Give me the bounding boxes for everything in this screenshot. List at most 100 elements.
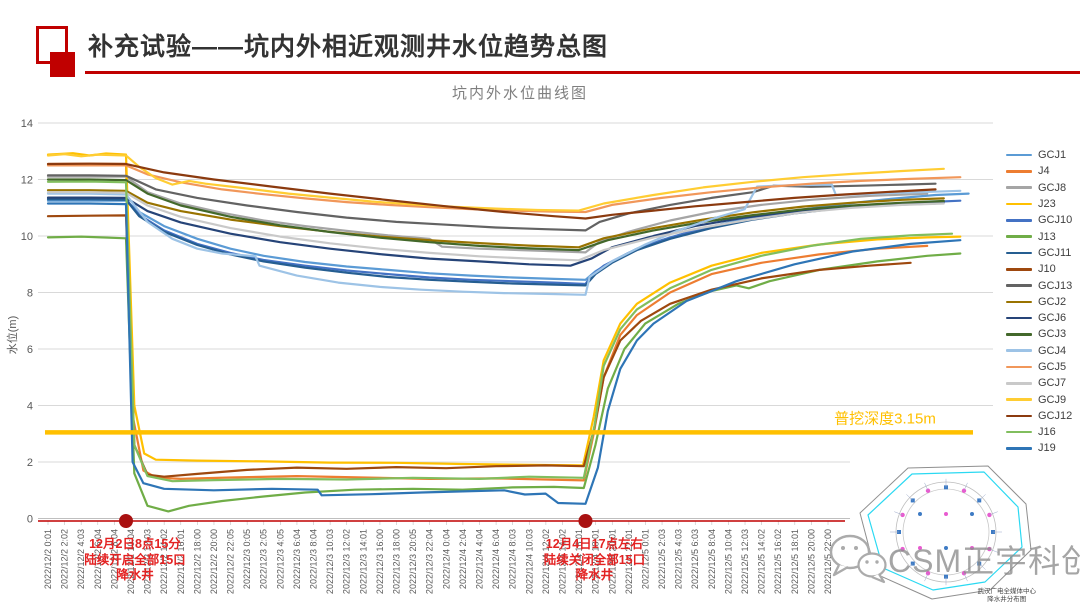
legend-label: GCJ8 (1038, 181, 1067, 194)
legend-label: GCJ6 (1038, 312, 1067, 325)
x-tick-label: 2022/12/3 20:05 (408, 529, 418, 594)
well-marker-leader (979, 563, 986, 570)
x-tick-label: 2022/12/3 0:05 (242, 529, 252, 589)
well-marker-inner (918, 512, 922, 516)
legend-item-GCJ10: GCJ10 (1006, 212, 1072, 228)
legend-label: GCJ10 (1038, 214, 1073, 227)
legend-swatch (1006, 186, 1032, 190)
x-tick-label: 2022/12/4 6:04 (491, 529, 501, 589)
series-line-J10 (46, 214, 912, 478)
legend-label: GCJ5 (1038, 361, 1067, 373)
well-marker-leader (906, 563, 913, 570)
series-line-GCJ12 (46, 162, 937, 220)
well-markers (890, 478, 1002, 586)
x-tick-label: 2022/12/3 10:03 (325, 529, 335, 594)
x-tick-label: 2022/12/5 14:02 (757, 529, 767, 594)
y-tick-label: 4 (27, 401, 33, 413)
x-tick-label: 2022/12/5 20:00 (806, 529, 816, 594)
well-marker-leader (894, 511, 903, 516)
x-tick-label: 2022/12/2 18:00 (192, 529, 202, 594)
legend-label: GCJ3 (1038, 328, 1067, 341)
y-tick-label: 14 (21, 118, 33, 130)
series-line-J19 (46, 202, 962, 505)
inset-caption: 武汉广电全媒体中心 降水井分布图 (978, 588, 1037, 603)
legend-swatch (1006, 170, 1032, 173)
legend-swatch (1006, 316, 1032, 320)
legend-item-GCJ1: GCJ1 (1006, 147, 1072, 163)
event-marker-dot (578, 514, 593, 528)
y-tick-label: 0 (27, 514, 33, 526)
x-tick-label: 2022/12/3 18:00 (392, 529, 402, 594)
well-marker-leader (963, 573, 968, 582)
legend-swatch (1006, 382, 1032, 385)
legend-swatch (1006, 202, 1032, 206)
legend-swatch (1006, 300, 1032, 304)
legend-label: J19 (1038, 442, 1056, 455)
x-tick-label: 2022/12/4 16:01 (574, 529, 584, 594)
legend-item-GCJ11: GCJ11 (1006, 245, 1072, 261)
well-marker-leader (989, 511, 998, 516)
legend-label: GCJ4 (1038, 344, 1067, 357)
legend-item-GCJ13: GCJ13 (1006, 277, 1072, 293)
legend-item-GCJ3: GCJ3 (1006, 326, 1072, 342)
legend-item-GCJ4: GCJ4 (1006, 343, 1072, 359)
legend-item-GCJ12: GCJ12 (1006, 408, 1072, 424)
y-axis-title: 水位(m) (5, 316, 19, 355)
x-tick-label: 2022/12/3 8:04 (309, 529, 319, 589)
series-line-GCJ8 (46, 175, 929, 254)
legend-item-J13: J13 (1006, 228, 1072, 244)
legend-swatch (1006, 398, 1032, 401)
well-marker-blue (910, 561, 915, 566)
y-tick-label: 12 (21, 175, 33, 187)
y-tick-label: 2 (27, 457, 33, 469)
x-tick-label: 2022/12/4 22:01 (624, 529, 634, 594)
legend-label: GCJ12 (1038, 409, 1073, 422)
legend-item-GCJ2: GCJ2 (1006, 294, 1072, 310)
well-marker-magenta (900, 512, 905, 518)
x-tick-label: 2022/12/4 2:04 (458, 529, 468, 589)
well-marker-leader (963, 482, 968, 491)
legend-swatch (1006, 349, 1032, 352)
x-tick-label: 2022/12/3 12:02 (342, 529, 352, 594)
y-tick-label: 6 (27, 344, 33, 356)
well-marker-blue (977, 561, 982, 566)
x-tick-label: 2022/12/2 22:05 (226, 529, 236, 594)
x-tick-label: 2022/12/5 16:02 (773, 529, 783, 594)
x-tick-label: 2022/12/4 10:03 (524, 529, 534, 594)
x-tick-label: 2022/12/2 12:03 (143, 529, 153, 594)
well-marker-leader (989, 548, 998, 553)
well-marker-magenta (925, 571, 931, 576)
legend-swatch (1006, 430, 1032, 434)
x-tick-label: 2022/12/5 10:04 (723, 529, 733, 594)
well-marker-leader (924, 482, 929, 491)
x-tick-label: 2022/12/5 8:04 (707, 529, 717, 589)
legend-swatch (1006, 235, 1032, 238)
legend-label: GCJ1 (1038, 149, 1067, 162)
legend-item-GCJ5: GCJ5 (1006, 359, 1072, 375)
inset-caption-line2: 降水井分布图 (987, 595, 1027, 603)
well-marker-inner (944, 546, 948, 550)
legend-item-GCJ9: GCJ9 (1006, 391, 1072, 407)
well-marker-blue (910, 498, 915, 503)
x-tick-label: 2022/12/5 18:01 (790, 529, 800, 594)
x-tick-label: 2022/12/2 0:01 (43, 529, 53, 589)
well-marker-inner (918, 546, 922, 550)
legend-label: J23 (1038, 198, 1056, 211)
legend-label: GCJ13 (1038, 279, 1073, 292)
chart-legend: GCJ1 J4 GCJ8 J23 GCJ10 J13 GCJ11 J10 GCJ13 GCJ2 GC… (1006, 147, 1072, 457)
x-tick-label: 2022/12/3 22:04 (425, 529, 435, 594)
legend-label: GCJ11 (1038, 246, 1072, 259)
x-tick-label: 2022/12/5 2:03 (657, 529, 667, 589)
legend-label: GCJ7 (1038, 377, 1067, 390)
legend-item-J4: J4 (1006, 163, 1072, 179)
well-marker-leader (979, 494, 986, 501)
legend-label: J10 (1038, 263, 1056, 276)
y-tick-label: 10 (21, 231, 33, 243)
x-tick-label: 2022/12/2 6:04 (93, 529, 103, 589)
x-tick-label: 2022/12/4 18:01 (591, 529, 601, 594)
x-tick-label: 2022/12/5 22:00 (823, 529, 833, 594)
legend-label: GCJ2 (1038, 295, 1067, 308)
legend-label: J13 (1038, 230, 1056, 243)
legend-swatch (1006, 447, 1032, 450)
legend-label: GCJ9 (1038, 393, 1067, 406)
